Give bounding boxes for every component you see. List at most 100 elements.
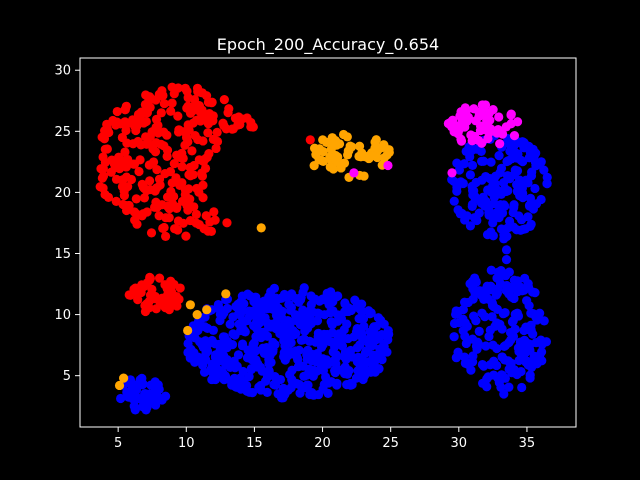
point-blue-right-upper [499, 200, 509, 210]
point-blue-large-ellipse [306, 318, 316, 329]
point-blue-right-lower [487, 298, 497, 308]
point-red-crescent [166, 186, 176, 197]
point-red-small-blob [151, 304, 161, 314]
y-tick-label: 30 [54, 64, 71, 79]
point-blue-large-ellipse [312, 366, 322, 376]
point-blue-right-upper [525, 221, 535, 231]
point-blue-right-lower [516, 366, 526, 377]
y-tick-label: 20 [54, 186, 71, 201]
point-blue-large-ellipse [232, 382, 242, 392]
point-extra [383, 160, 393, 171]
point-blue-large-ellipse [185, 352, 195, 362]
point-magenta-top [460, 103, 470, 113]
point-red-crescent [210, 215, 220, 225]
point-red-crescent [131, 194, 141, 204]
point-blue-large-ellipse [262, 331, 272, 341]
y-tick-label: 25 [54, 125, 71, 140]
point-blue-large-ellipse [299, 334, 309, 344]
point-blue-large-ellipse [318, 384, 328, 394]
point-magenta-top [456, 136, 467, 146]
point-blue-large-ellipse [303, 345, 313, 355]
point-blue-small-blob [128, 394, 138, 404]
point-blue-right-upper [525, 193, 536, 203]
point-blue-right-lower [514, 355, 524, 366]
point-red-crescent [121, 101, 131, 111]
point-red-crescent [139, 108, 149, 118]
point-blue-right-lower [459, 297, 470, 307]
point-blue-right-lower [533, 353, 543, 364]
point-blue-right-lower [453, 347, 463, 357]
point-blue-right-lower [481, 287, 491, 297]
point-blue-small-blob [127, 381, 137, 391]
point-blue-right-lower [508, 331, 519, 342]
point-blue-small-blob [135, 394, 145, 404]
point-red-crescent [173, 83, 183, 93]
point-red-crescent [148, 144, 158, 154]
point-magenta-top [467, 136, 477, 146]
point-red-crescent [171, 173, 181, 183]
point-red-crescent [192, 183, 202, 194]
y-tick-label: 5 [63, 369, 71, 384]
point-red-crescent [152, 183, 162, 193]
point-magenta-top [463, 112, 473, 122]
point-red-crescent [200, 163, 211, 173]
point-red-small-blob [144, 303, 154, 313]
point-blue-large-ellipse [326, 298, 336, 308]
point-blue-right-upper [502, 186, 512, 196]
point-red-small-blob [163, 294, 173, 304]
point-red-crescent [224, 104, 234, 114]
point-blue-small-blob [130, 404, 140, 414]
point-blue-right-upper [531, 161, 541, 171]
point-blue-right-lower [478, 378, 488, 388]
point-orange-blob [309, 143, 320, 153]
point-red-crescent [218, 118, 228, 128]
point-red-crescent [103, 192, 114, 202]
point-orange-blob [328, 139, 339, 150]
point-red-small-blob [163, 302, 174, 312]
point-blue-large-ellipse [218, 368, 228, 378]
point-blue-right-lower [497, 352, 507, 362]
point-blue-right-lower [468, 284, 478, 294]
point-magenta-top [475, 126, 486, 136]
point-blue-large-ellipse [284, 299, 294, 309]
point-red-crescent [222, 218, 232, 228]
point-blue-right-lower [495, 319, 505, 329]
point-blue-large-ellipse [368, 326, 378, 336]
point-extra [202, 305, 212, 315]
point-blue-right-lower [486, 265, 496, 275]
chart-title: Epoch_200_Accuracy_0.654 [217, 35, 439, 55]
point-extra [501, 255, 512, 265]
point-blue-right-upper [483, 185, 493, 195]
point-blue-large-ellipse [374, 333, 384, 343]
point-red-crescent [172, 203, 182, 213]
x-tick-label: 30 [451, 436, 468, 451]
point-blue-large-ellipse [280, 292, 290, 302]
point-red-crescent [152, 165, 162, 175]
point-blue-large-ellipse [307, 388, 317, 398]
point-red-crescent [161, 231, 171, 242]
point-red-crescent [209, 207, 219, 217]
point-blue-large-ellipse [253, 359, 263, 369]
point-blue-right-upper [509, 200, 519, 210]
point-blue-large-ellipse [211, 359, 221, 370]
point-magenta-top [455, 111, 465, 121]
point-blue-right-upper [504, 139, 515, 149]
point-magenta-top [471, 116, 481, 126]
point-magenta-top [449, 127, 459, 137]
point-blue-right-lower [481, 341, 491, 351]
point-blue-right-lower [489, 285, 499, 295]
point-blue-large-ellipse [235, 310, 245, 320]
point-blue-right-lower [492, 343, 502, 354]
point-red-small-blob [154, 273, 165, 283]
point-red-crescent [197, 105, 207, 115]
point-red-crescent [188, 118, 198, 128]
point-blue-large-ellipse [357, 354, 367, 364]
point-blue-right-lower [468, 357, 478, 367]
point-blue-large-ellipse [260, 313, 270, 323]
point-blue-large-ellipse [368, 364, 378, 374]
point-blue-large-ellipse [268, 345, 278, 355]
point-blue-right-lower [449, 332, 459, 342]
point-red-crescent [137, 179, 147, 189]
point-red-crescent [112, 106, 122, 117]
point-blue-right-upper [516, 155, 526, 165]
